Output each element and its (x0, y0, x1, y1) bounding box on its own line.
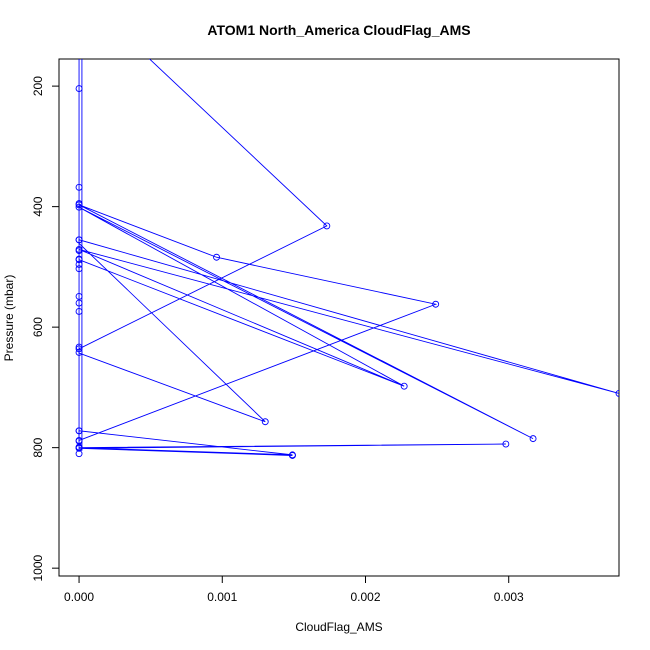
data-point (615, 389, 619, 397)
data-point (261, 418, 269, 426)
y-tick-label: 200 (31, 76, 45, 96)
x-tick-label: 0.003 (494, 590, 524, 604)
data-point (289, 452, 296, 459)
y-tick-label: 600 (31, 317, 45, 337)
data-point (323, 222, 331, 230)
y-axis-label: Pressure (mbar) (2, 275, 16, 362)
y-tick-label: 1000 (31, 554, 45, 581)
x-axis: 0.000 0.001 0.002 0.003 (64, 576, 524, 604)
y-tick-label: 800 (31, 437, 45, 457)
plot-area (75, 59, 619, 459)
y-axis: 200 400 600 800 1000 (31, 76, 59, 582)
data-point (529, 435, 537, 443)
data-point (400, 382, 408, 390)
x-tick-label: 0.001 (207, 590, 237, 604)
plot-frame (58, 58, 620, 577)
data-point (502, 440, 510, 448)
x-axis-label: CloudFlag_AMS (295, 620, 382, 634)
x-tick-label: 0.000 (64, 590, 94, 604)
data-point (213, 253, 220, 261)
data-point (75, 450, 83, 458)
chart-title: ATOM1 North_America CloudFlag_AMS (207, 22, 470, 38)
series-line (78, 59, 619, 456)
data-point (432, 300, 440, 308)
y-tick-label: 400 (31, 196, 45, 216)
x-tick-label: 0.002 (350, 590, 380, 604)
